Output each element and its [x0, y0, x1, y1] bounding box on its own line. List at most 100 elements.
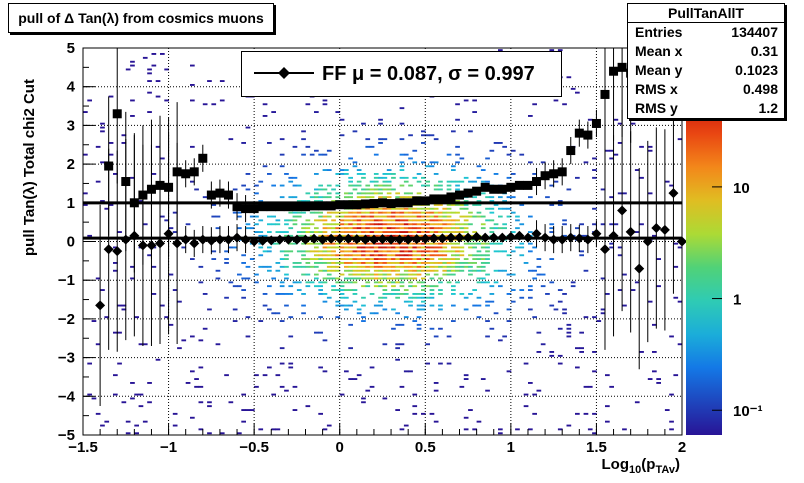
heatmap-cell: [451, 289, 456, 291]
heatmap-cell: [647, 149, 653, 152]
heatmap-cell: [91, 320, 97, 322]
heatmap-cell: [429, 215, 435, 218]
heatmap-cell: [301, 258, 306, 260]
heatmap-cell: [318, 262, 323, 264]
heatmap-cell: [476, 242, 482, 245]
heatmap-cell: [433, 173, 439, 175]
data-point-mean: [540, 232, 551, 243]
heatmap-cell: [421, 277, 426, 280]
heatmap-cell: [352, 262, 358, 264]
heatmap-cell: [421, 300, 426, 303]
heatmap-cell: [399, 122, 405, 125]
heatmap-cell: [412, 262, 418, 264]
heatmap-cell: [472, 111, 477, 113]
heatmap-cell: [348, 215, 353, 218]
heatmap-cell: [480, 378, 486, 380]
heatmap-cell: [361, 265, 366, 268]
data-point-mean: [428, 233, 439, 244]
heatmap-cell: [403, 262, 409, 264]
heatmap-cell: [613, 223, 619, 226]
heatmap-cell: [326, 149, 332, 152]
heatmap-cell: [468, 130, 473, 133]
heatmap-cell: [318, 412, 323, 415]
data-point-sigma: [455, 190, 465, 200]
heatmap-cell: [446, 184, 452, 187]
heatmap-cell: [378, 265, 383, 268]
heatmap-cell: [403, 223, 409, 226]
heatmap-cell: [335, 231, 341, 233]
heatmap-cell: [292, 145, 298, 148]
heatmap-cell: [249, 409, 255, 411]
heatmap-cell: [185, 382, 191, 384]
heatmap-cell: [275, 219, 281, 222]
heatmap-cell: [540, 285, 546, 288]
heatmap-cell: [399, 250, 405, 253]
heatmap-cell: [536, 273, 542, 276]
heatmap-cell: [510, 231, 516, 233]
heatmap-cell: [352, 165, 358, 168]
heatmap-cell: [378, 192, 383, 195]
heatmap-cell: [267, 223, 272, 226]
heatmap-cell: [403, 246, 409, 249]
heatmap-cell: [459, 262, 465, 264]
heatmap-cell: [455, 227, 460, 230]
heatmap-cell: [147, 80, 152, 82]
heatmap-cell: [361, 316, 366, 319]
heatmap-cell: [498, 285, 503, 288]
heatmap-cell: [622, 273, 627, 276]
heatmap-cell: [279, 184, 285, 187]
heatmap-cell: [455, 265, 460, 268]
heatmap-cell: [403, 273, 409, 276]
heatmap-cell: [579, 347, 584, 350]
heatmap-cell: [245, 277, 251, 280]
heatmap-cell: [142, 56, 148, 59]
heatmap-cell: [130, 99, 135, 102]
heatmap-cell: [232, 285, 238, 288]
heatmap-cell: [365, 227, 371, 230]
heatmap-cell: [391, 277, 396, 280]
heatmap-cell: [566, 323, 572, 326]
heatmap-cell: [365, 258, 371, 260]
heatmap-cell: [373, 242, 379, 245]
heatmap-cell: [348, 323, 353, 326]
heatmap-cell: [356, 227, 362, 230]
heatmap-cell: [399, 242, 405, 245]
heatmap-cell: [344, 196, 349, 199]
data-point-sigma: [463, 188, 473, 198]
heatmap-cell: [382, 211, 388, 214]
heatmap-cell: [421, 161, 426, 164]
heatmap-cell: [476, 254, 482, 257]
heatmap-cell: [416, 192, 422, 195]
heatmap-cell: [373, 269, 379, 272]
data-point-mean: [548, 234, 559, 245]
heatmap-cell: [493, 250, 499, 253]
heatmap-cell: [314, 196, 319, 199]
heatmap-cell: [279, 265, 285, 268]
heatmap-cell: [421, 227, 426, 230]
heatmap-cell: [318, 293, 323, 295]
heatmap-cell: [442, 246, 448, 249]
heatmap-cell: [326, 246, 332, 249]
heatmap-cell: [130, 115, 135, 117]
heatmap-cell: [361, 211, 366, 214]
heatmap-cell: [296, 289, 302, 291]
heatmap-cell: [557, 289, 563, 291]
data-point-sigma: [318, 201, 328, 211]
heatmap-cell: [113, 393, 118, 396]
heatmap-cell: [155, 358, 161, 361]
heatmap-cell: [288, 234, 294, 237]
heatmap-cell: [117, 231, 122, 233]
heatmap-cell: [399, 184, 405, 187]
heatmap-cell: [416, 246, 422, 249]
heatmap-cell: [284, 304, 289, 307]
heatmap-cell: [476, 250, 482, 253]
heatmap-cell: [301, 265, 306, 268]
heatmap-cell: [198, 339, 204, 342]
heatmap-cell: [442, 242, 448, 245]
heatmap-cell: [592, 176, 597, 179]
heatmap-cell: [412, 265, 418, 268]
heatmap-cell: [433, 265, 439, 268]
heatmap-cell: [356, 173, 362, 175]
heatmap-cell: [463, 262, 469, 264]
heatmap-cell: [151, 265, 157, 268]
